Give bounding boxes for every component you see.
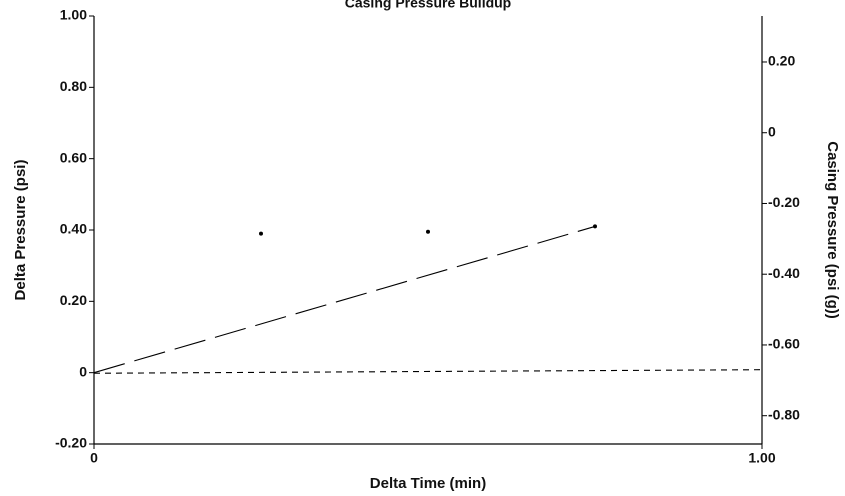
y2-tick-label: 0 <box>768 123 776 139</box>
y-tick-label: 1.00 <box>60 7 87 23</box>
x-tick-label: 0 <box>90 450 98 466</box>
y2-axis-title: Casing Pressure (psi (g)) <box>824 141 841 319</box>
y2-tick-label: -0.80 <box>768 406 800 422</box>
left-y-ticks: 1.00 0.80 0.60 0.40 0.20 0 -0.20 <box>55 7 94 451</box>
casing-pressure-line <box>93 369 763 374</box>
y-tick-label: 0 <box>79 363 87 379</box>
x-tick-label: 1.00 <box>748 450 775 466</box>
right-y-ticks: 0.20 0 -0.20 -0.40 -0.60 -0.80 <box>762 53 800 422</box>
y-tick-label: 0.20 <box>60 292 87 308</box>
y2-tick-label: -0.20 <box>768 194 800 210</box>
x-axis-title: Delta Time (min) <box>370 475 486 492</box>
y-tick-label: 0.60 <box>60 149 87 165</box>
y2-tick-label: 0.20 <box>768 53 795 69</box>
y-tick-label: 0.80 <box>60 78 87 94</box>
y-tick-label: -0.20 <box>55 435 87 451</box>
data-point <box>426 229 430 234</box>
y-tick-label: 0.40 <box>60 221 87 237</box>
y-axis-title: Delta Pressure (psi) <box>12 160 29 301</box>
y2-tick-label: -0.60 <box>768 336 800 352</box>
chart-title: Casing Pressure Buildup <box>345 0 511 11</box>
series-layer <box>93 224 763 374</box>
data-point <box>259 231 263 236</box>
y2-tick-label: -0.40 <box>768 265 800 281</box>
trend-line <box>93 225 596 374</box>
x-ticks: 0 1.00 <box>90 444 776 466</box>
